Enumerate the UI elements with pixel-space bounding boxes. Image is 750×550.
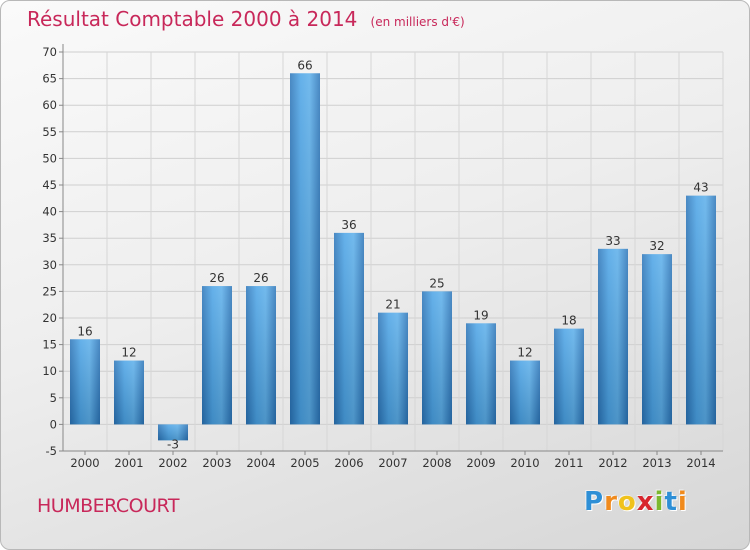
y-tick-label: 5	[50, 391, 57, 405]
label-layer: 16 12 -3 26 26 66 36 21 25 19 12 18 33 32 43	[77, 58, 708, 451]
bar-shade	[290, 73, 320, 425]
y-tick-label: 30	[42, 258, 57, 272]
bar-value-label: 66	[297, 58, 312, 72]
x-tick-label: 2000	[70, 456, 99, 470]
bar-shade	[114, 360, 144, 425]
y-tick-label: 10	[42, 364, 57, 378]
bar-shade	[466, 323, 496, 425]
chart-title-block: Résultat Comptable 2000 à 2014 (en milli…	[27, 7, 465, 31]
bar-value-label: 36	[341, 218, 356, 232]
y-tick-label: 15	[42, 338, 57, 352]
bar-value-label: 19	[473, 308, 488, 322]
bar-shade	[510, 360, 540, 425]
bar-value-label: 26	[253, 271, 268, 285]
x-tick-label: 2012	[598, 456, 627, 470]
x-tick-label: 2004	[246, 456, 275, 470]
bar-value-label: 12	[121, 346, 136, 360]
logo-letter: t	[664, 487, 678, 517]
logo-letter: x	[636, 487, 655, 517]
bar-value-label: 21	[385, 298, 400, 312]
bar-value-label: 18	[561, 314, 576, 328]
bar-shade	[378, 312, 408, 425]
y-tick-label: -5	[46, 444, 57, 458]
bar-value-label: 32	[649, 239, 664, 253]
logo-letter: i	[654, 487, 665, 517]
axis-layer: -5 0 5 10 15 20 25 30 35 40 45 50 55 60 65 70 2000 2001 20…	[42, 44, 723, 470]
y-tick-label: 60	[42, 98, 57, 112]
x-tick-label: 2009	[466, 456, 495, 470]
y-tick-label: 50	[42, 151, 57, 165]
y-tick-label: 35	[42, 231, 57, 245]
logo-letter: o	[617, 487, 637, 517]
chart-unit: (en milliers d'€)	[370, 15, 465, 29]
logo-letter: r	[604, 487, 618, 517]
logo-letter: i	[677, 487, 688, 517]
y-tick-label: 70	[42, 45, 57, 59]
x-tick-label: 2014	[686, 456, 715, 470]
bar-shade	[202, 286, 232, 425]
proxiti-logo: Proxiti	[584, 487, 688, 517]
x-tick-label: 2011	[554, 456, 583, 470]
bar-shade	[158, 424, 188, 441]
bar-shade	[598, 248, 628, 425]
x-tick-label: 2006	[334, 456, 363, 470]
x-tick-label: 2003	[202, 456, 231, 470]
x-tick-label: 2005	[290, 456, 319, 470]
bar-value-label: 43	[693, 181, 708, 195]
y-tick-label: 65	[42, 72, 57, 86]
bar-value-label: 26	[209, 271, 224, 285]
bar-value-label: 25	[429, 276, 444, 290]
commune-name: HUMBERCOURT	[37, 495, 179, 517]
bar-shade	[422, 291, 452, 425]
x-tick-label: 2001	[114, 456, 143, 470]
bar-value-label: 33	[605, 234, 620, 248]
logo-letter: P	[584, 487, 605, 517]
y-tick-label: 40	[42, 205, 57, 219]
y-tick-label: 20	[42, 311, 57, 325]
y-tick-label: 45	[42, 178, 57, 192]
bar-shade	[554, 328, 584, 425]
y-tick-label: 25	[42, 284, 57, 298]
y-tick-label: 55	[42, 125, 57, 139]
x-tick-label: 2007	[378, 456, 407, 470]
x-tick-label: 2002	[158, 456, 187, 470]
bar-shade	[246, 286, 276, 425]
chart-title: Résultat Comptable 2000 à 2014	[27, 7, 358, 31]
x-tick-label: 2013	[642, 456, 671, 470]
x-tick-label: 2010	[510, 456, 539, 470]
x-tick-label: 2008	[422, 456, 451, 470]
bar-value-label: -3	[167, 437, 179, 451]
bar-shade	[642, 254, 672, 425]
bar-layer	[70, 73, 716, 441]
bar-shade	[334, 232, 364, 425]
bar-value-label: 12	[517, 346, 532, 360]
bar-shade	[70, 339, 100, 425]
bar-value-label: 16	[77, 324, 92, 338]
bar-shade	[686, 195, 716, 425]
y-tick-label: 0	[50, 417, 57, 431]
